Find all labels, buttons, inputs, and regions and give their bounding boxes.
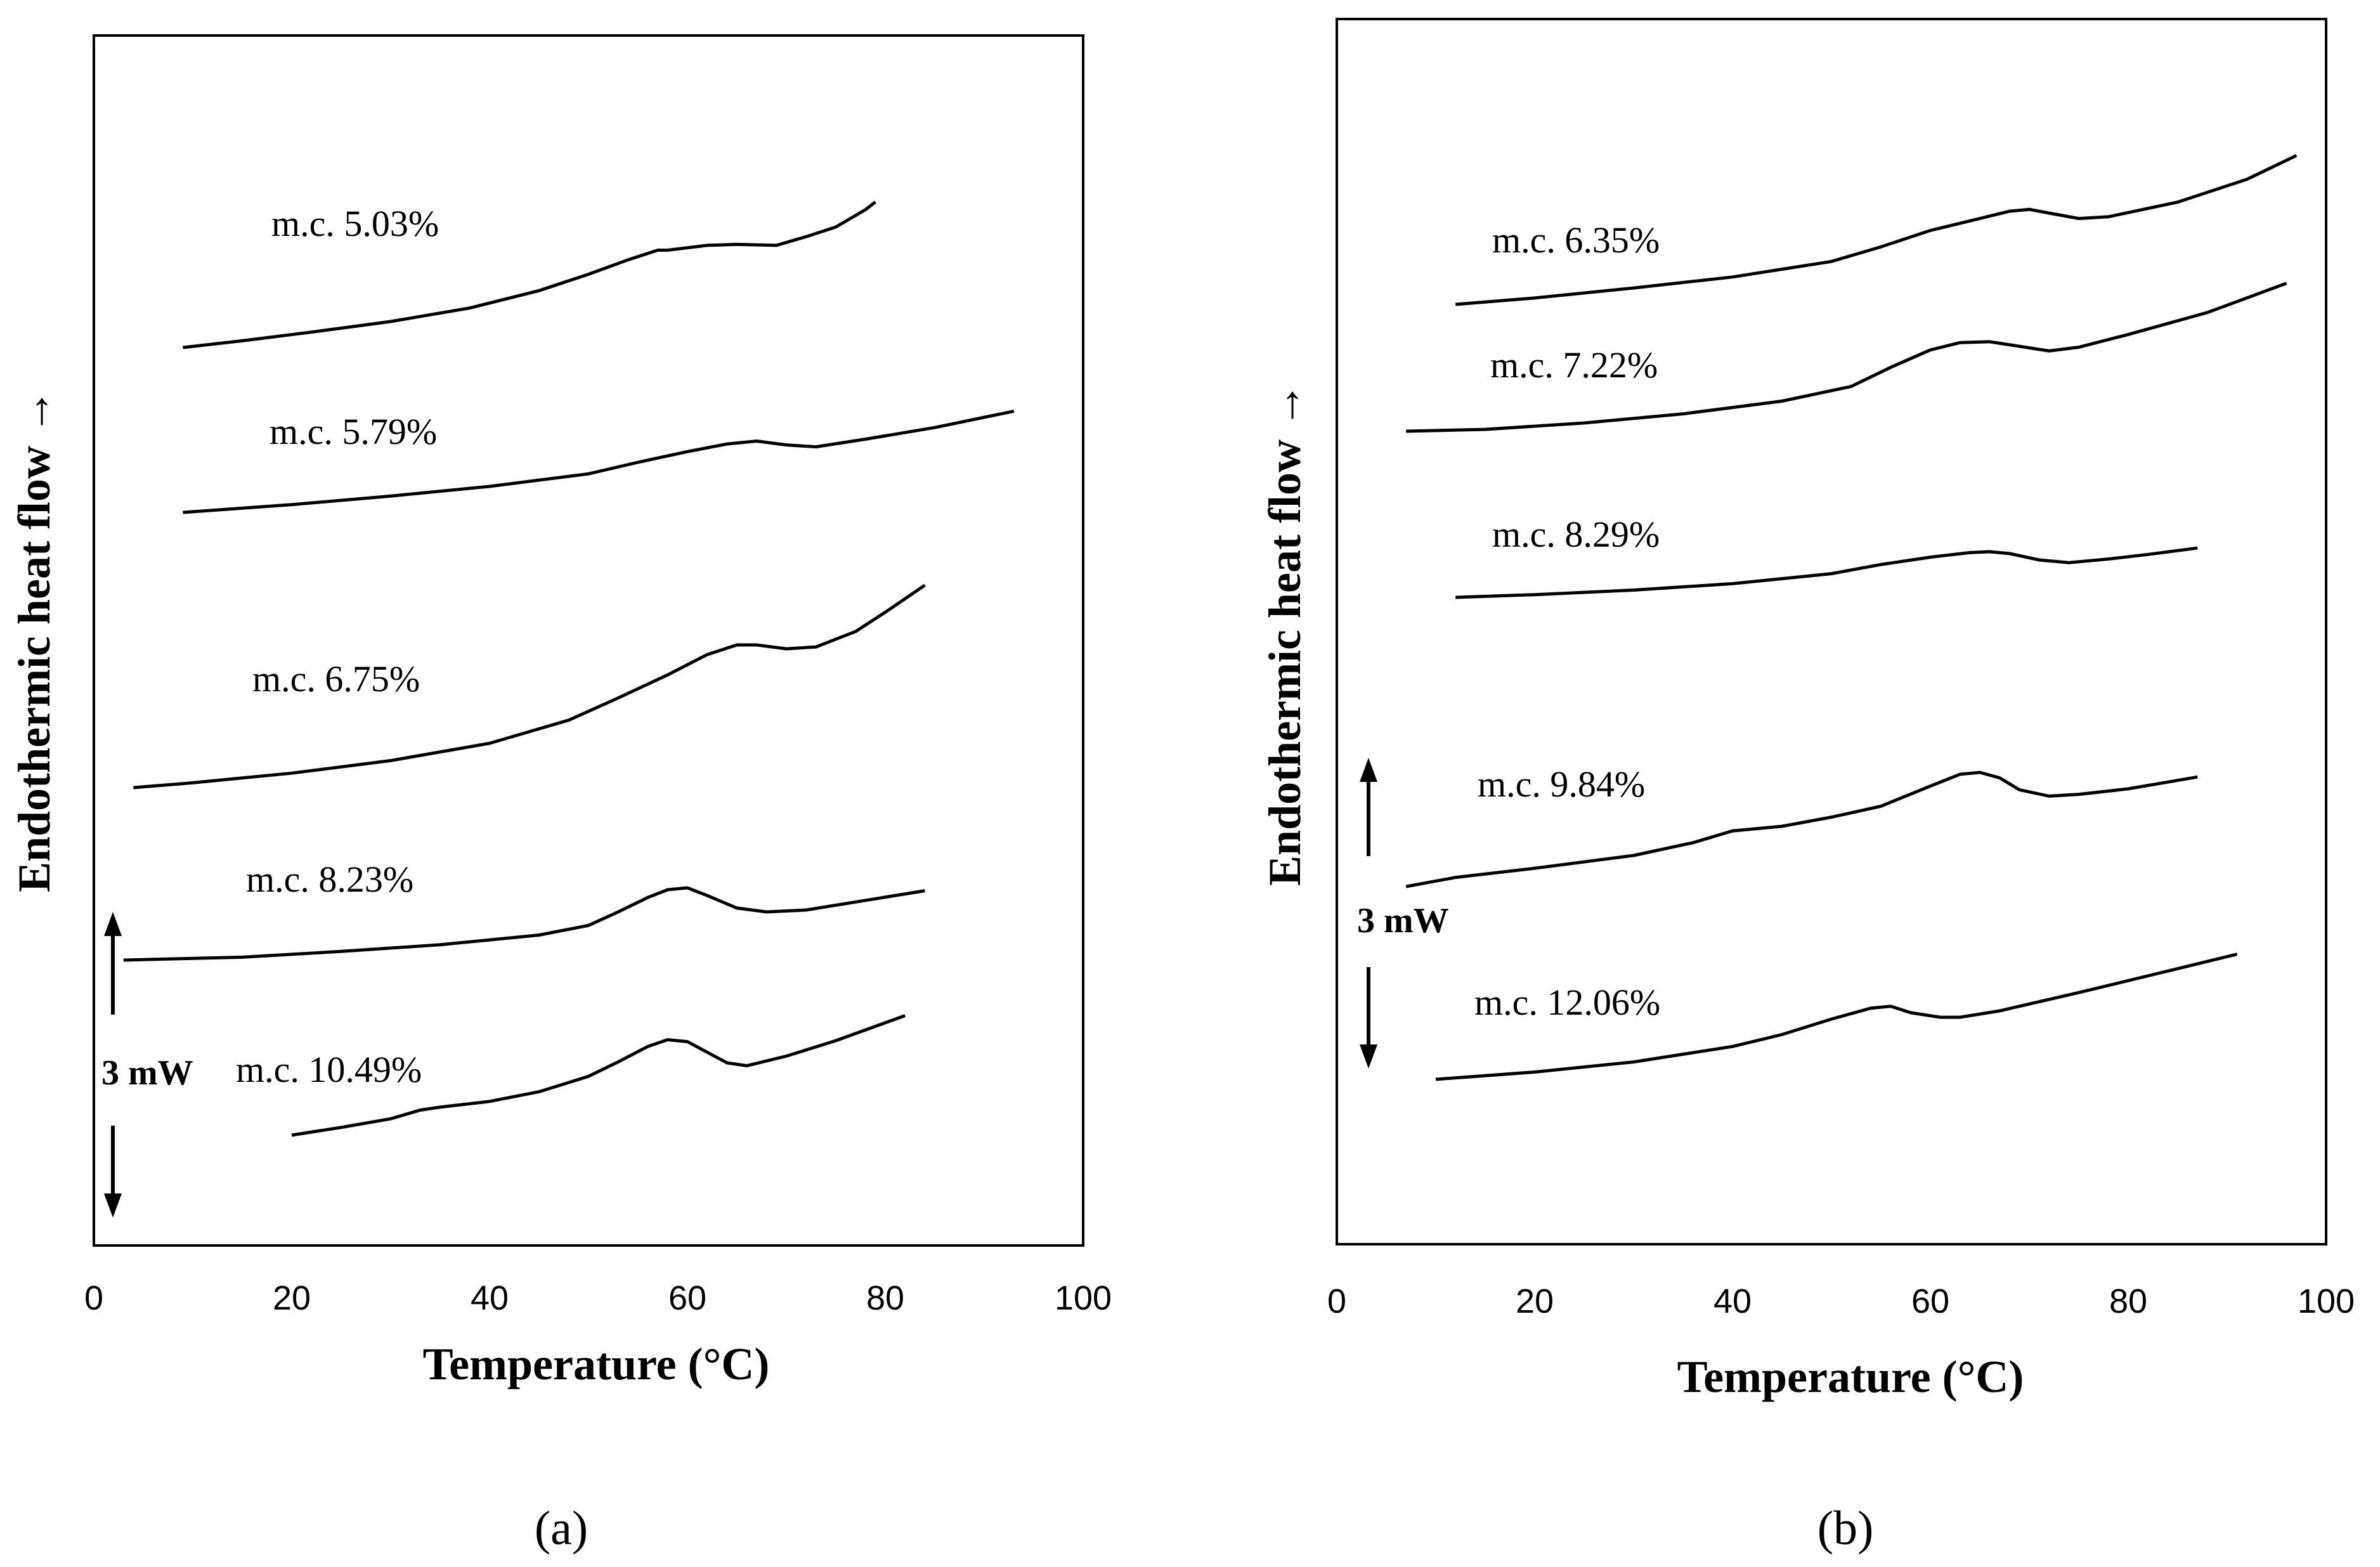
curve-mc-12.06 bbox=[1435, 953, 2238, 1081]
x-axis-label-b: Temperature (°C) bbox=[1677, 1351, 2024, 1402]
plot-frame-a bbox=[93, 34, 1084, 1247]
panel-b: 0 20 40 60 80 100 Temperature (°C) Endot… bbox=[1259, 18, 2355, 1555]
x-tick-a-100: 100 bbox=[1055, 1279, 1112, 1317]
x-tick-a-0: 0 bbox=[84, 1279, 103, 1317]
curve-label-mc-10.49: m.c. 10.49% bbox=[236, 1049, 422, 1090]
curve-mc-8.29 bbox=[1455, 546, 2198, 599]
panel-label-b: (b) bbox=[1818, 1502, 1874, 1555]
curve-mc-6.35 bbox=[1455, 154, 2298, 306]
panel-a: 0 20 40 60 80 100 Temperature (°C) Endot… bbox=[9, 34, 1112, 1555]
x-tick-b-0: 0 bbox=[1327, 1282, 1346, 1320]
curve-mc-9.84 bbox=[1405, 770, 2198, 888]
x-tick-b-20: 20 bbox=[1516, 1282, 1554, 1320]
scale-bar-label-b: 3 mW bbox=[1357, 901, 1449, 940]
x-tick-a-20: 20 bbox=[273, 1279, 311, 1317]
curve-mc-5.03 bbox=[183, 200, 876, 349]
curve-label-mc-6.75: m.c. 6.75% bbox=[252, 658, 420, 699]
x-tick-b-80: 80 bbox=[2109, 1282, 2147, 1320]
plot-frame-b bbox=[1336, 18, 2327, 1245]
curve-label-mc-6.35: m.c. 6.35% bbox=[1492, 219, 1660, 261]
y-axis-label-b: Endothermic heat flow → bbox=[1259, 382, 1310, 886]
x-tick-a-80: 80 bbox=[866, 1279, 904, 1317]
x-tick-b-40: 40 bbox=[1713, 1282, 1752, 1320]
y-axis-label-a: Endothermic heat flow → bbox=[9, 389, 60, 892]
curve-mc-7.22 bbox=[1406, 282, 2287, 433]
scale-bar-a: 3 mW bbox=[101, 912, 193, 1218]
scale-bar-b: 3 mW bbox=[1357, 758, 1449, 1069]
curve-label-mc-8.29: m.c. 8.29% bbox=[1492, 514, 1660, 555]
x-tick-b-100: 100 bbox=[2298, 1282, 2355, 1320]
curve-mc-6.75 bbox=[133, 583, 926, 790]
curve-label-mc-9.84: m.c. 9.84% bbox=[1478, 764, 1645, 805]
scale-bar-label-a: 3 mW bbox=[101, 1053, 193, 1093]
panel-label-a: (a) bbox=[535, 1502, 588, 1555]
curve-label-mc-12.06: m.c. 12.06% bbox=[1474, 982, 1660, 1023]
curve-label-mc-7.22: m.c. 7.22% bbox=[1490, 344, 1658, 386]
x-tick-a-60: 60 bbox=[668, 1279, 706, 1317]
curve-mc-5.79 bbox=[183, 409, 1015, 514]
curve-mc-10.49 bbox=[291, 1014, 906, 1137]
curve-mc-8.23 bbox=[123, 886, 925, 962]
x-tick-b-60: 60 bbox=[1911, 1282, 1949, 1320]
x-tick-a-40: 40 bbox=[471, 1279, 509, 1317]
curve-label-mc-5.03: m.c. 5.03% bbox=[271, 203, 439, 244]
x-axis-label-a: Temperature (°C) bbox=[423, 1339, 770, 1389]
curve-label-mc-5.79: m.c. 5.79% bbox=[270, 411, 437, 452]
curve-label-mc-8.23: m.c. 8.23% bbox=[246, 859, 413, 900]
